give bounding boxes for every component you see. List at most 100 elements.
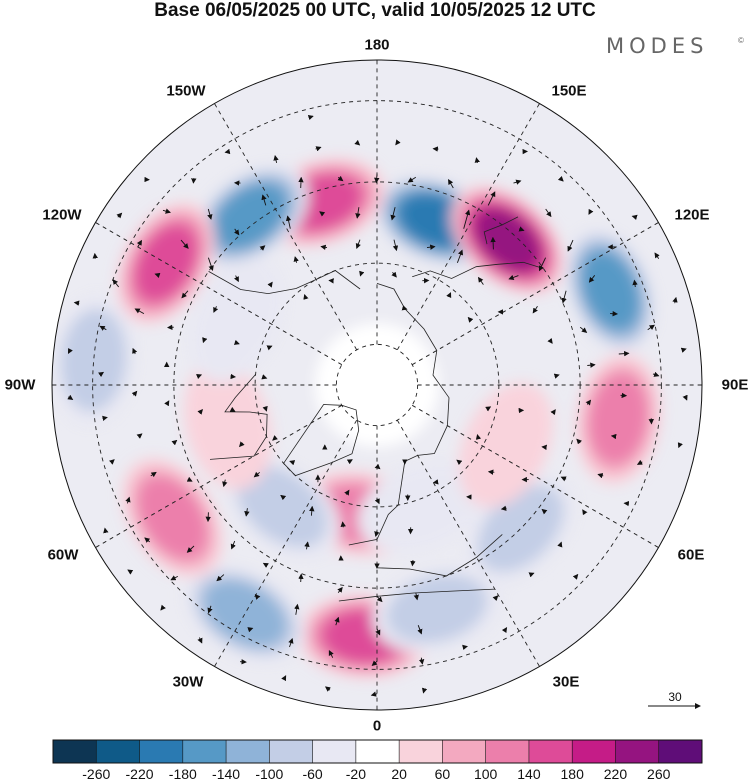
wind-vector: [647, 324, 655, 331]
wind-vector: [303, 293, 309, 300]
wind-vector: [541, 508, 548, 515]
wind-vector: [418, 657, 425, 665]
colorbar-swatch: [53, 740, 97, 763]
wind-vector: [239, 441, 245, 448]
wind-vector: [254, 594, 261, 600]
wind-vector: [550, 409, 556, 416]
wind-vector: [266, 345, 273, 351]
anomaly-center: [52, 294, 136, 427]
wind-vector: [233, 228, 240, 236]
coastline: [338, 588, 495, 602]
lon-label-60e: 60E: [677, 546, 705, 564]
wind-vector: [136, 239, 142, 248]
wind-vector: [134, 308, 145, 314]
wind-vector: [229, 406, 236, 412]
copyright-mark: ©: [738, 36, 744, 45]
wind-vector: [462, 644, 468, 651]
coastline: [283, 404, 360, 477]
wind-vector: [346, 459, 353, 465]
colorbar-tick: 60: [434, 766, 451, 782]
wind-vector: [259, 245, 266, 251]
wind-vector: [475, 434, 482, 440]
wind-vector: [588, 275, 596, 283]
wind-vector: [407, 176, 417, 183]
colorbar-swatch: [355, 740, 400, 763]
colorbar-swatch: [485, 740, 530, 763]
wind-vector: [102, 415, 108, 421]
wind-vector: [99, 325, 107, 331]
wind-vector: [501, 627, 508, 634]
wind-vector: [376, 595, 383, 603]
wind-vector: [576, 438, 582, 445]
colorbar-frame: [52, 739, 703, 764]
colorbar-tick: 100: [473, 766, 498, 782]
wind-vector: [67, 347, 73, 354]
colorbar-swatch: [96, 740, 140, 763]
wind-vector: [186, 545, 195, 553]
wind-vector: [474, 157, 480, 163]
colorbar-tick: 180: [560, 766, 584, 782]
wind-vector: [261, 374, 268, 380]
anomaly-center: [575, 353, 661, 485]
wind-vector: [207, 605, 213, 614]
wind-vector: [567, 239, 574, 252]
wind-vector: [528, 572, 535, 578]
wind-vector: [513, 179, 522, 185]
wind-vector: [582, 509, 588, 516]
wind-vector: [682, 394, 688, 401]
polar-cap: [315, 323, 439, 447]
wind-vector: [631, 214, 638, 220]
colorbar-swatch: [658, 740, 703, 763]
map-border: [51, 59, 703, 711]
wind-vector: [224, 148, 231, 155]
wind-vector: [391, 271, 397, 278]
wind-vector: [319, 211, 326, 217]
anomaly-center: [122, 457, 223, 578]
wind-vector: [294, 603, 300, 615]
wind-vectors: [67, 114, 688, 697]
colorbar-swatch: [182, 740, 227, 763]
wind-vector: [262, 562, 269, 568]
wind-vector: [560, 476, 567, 482]
wind-vector: [171, 439, 178, 446]
wind-vector: [500, 505, 507, 511]
wind-vector: [334, 616, 340, 626]
wind-vector: [375, 628, 381, 636]
colorbar-swatch: [572, 740, 616, 763]
colorbar-swatch: [226, 740, 270, 763]
wind-vector: [392, 239, 399, 252]
wind-vector: [652, 371, 660, 377]
wind-vector: [103, 527, 109, 534]
wind-vector: [354, 139, 361, 146]
wind-vector: [417, 625, 423, 635]
map-disk: [52, 60, 702, 710]
wind-vector: [293, 256, 299, 263]
wind-vector: [490, 236, 496, 250]
wind-vector: [132, 347, 138, 355]
wind-vector: [160, 604, 166, 611]
wind-vector: [374, 498, 380, 505]
wind-vector: [636, 459, 643, 465]
modes-logo: MODES: [606, 34, 709, 58]
wind-vector: [532, 306, 538, 314]
lon-label-120e: 120E: [674, 206, 710, 224]
colorbar-tick: 140: [517, 766, 541, 782]
wind-vector: [446, 292, 452, 299]
wind-vector: [154, 272, 161, 278]
wind-vector: [280, 494, 287, 501]
wind-vector: [370, 691, 378, 697]
lon-label-30e: 30E: [552, 673, 580, 691]
wind-vector: [272, 435, 278, 441]
wind-vector: [164, 400, 170, 407]
wind-vector: [371, 660, 378, 666]
wind-vector: [545, 208, 552, 218]
wind-vector: [261, 194, 267, 206]
colorbar-swatch: [399, 740, 443, 763]
wind-vector: [557, 175, 564, 182]
wind-vector: [579, 326, 588, 333]
anomaly-field: [52, 157, 661, 679]
wind-vector: [136, 433, 143, 439]
wind-vector: [67, 394, 74, 401]
wind-vector: [328, 649, 334, 658]
